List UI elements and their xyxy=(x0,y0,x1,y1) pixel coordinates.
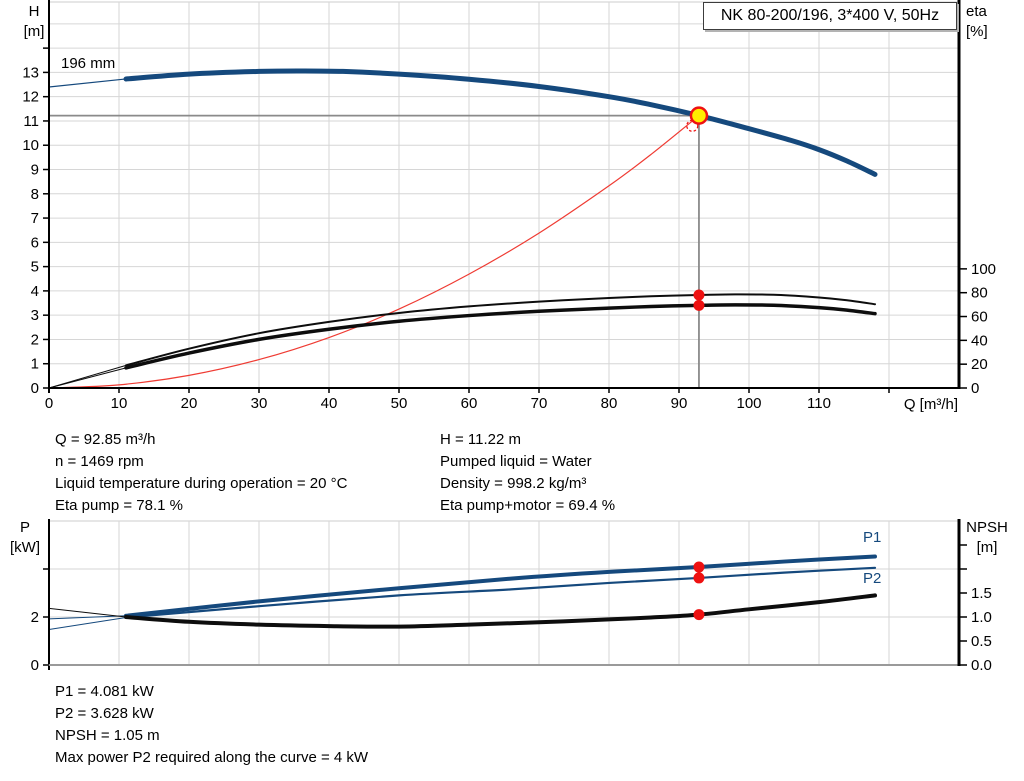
left-tick-label: 3 xyxy=(31,307,39,324)
npsh-axis-unit-line2: [m] xyxy=(976,539,998,556)
left-tick-label: 0 xyxy=(31,657,39,674)
info-npsh: NPSH = 1.05 m xyxy=(55,727,160,744)
duty-info-right: H = 11.22 m Pumped liquid = Water Densit… xyxy=(440,429,615,517)
h-axis-unit-line1: H xyxy=(28,3,40,20)
npsh-curve xyxy=(124,593,877,629)
x-tick-label: 80 xyxy=(601,395,618,412)
left-tick-label: 10 xyxy=(22,137,39,154)
duty-value-dot xyxy=(693,572,705,584)
duty-guides xyxy=(49,114,700,388)
info-density: Density = 998.2 kg/m³ xyxy=(440,475,587,492)
eta-pump-motor-thin-curve xyxy=(48,367,127,389)
x-tick-label: 30 xyxy=(251,395,268,412)
info-head: H = 11.22 m xyxy=(440,431,522,448)
pump-type-title-box: NK 80-200/196, 3*400 V, 50Hz xyxy=(703,2,957,30)
p2-thin-curve xyxy=(48,616,127,630)
x-tick-label: 20 xyxy=(181,395,198,412)
left-tick-label: 12 xyxy=(22,89,39,106)
left-tick-label: 0 xyxy=(31,380,39,397)
right-tick-label: 0 xyxy=(971,380,979,397)
qh-eta-chart-gridlines xyxy=(49,1,959,388)
x-tick-label: 60 xyxy=(461,395,478,412)
npsh-axis-unit: NPSH [m] xyxy=(960,518,1014,558)
p1-thin-curve xyxy=(48,615,127,620)
duty-value-dot xyxy=(693,609,705,621)
info-q: Q = 92.85 m³/h xyxy=(55,431,156,448)
duty-info-left: Q = 92.85 m³/h n = 1469 rpm Liquid tempe… xyxy=(55,429,347,517)
eta-pump-curve xyxy=(125,293,876,367)
left-tick-label: 5 xyxy=(31,259,39,276)
left-tick-label: 8 xyxy=(31,186,39,203)
x-tick-label: 10 xyxy=(111,395,128,412)
right-tick-label: 40 xyxy=(971,332,988,349)
left-tick-label: 7 xyxy=(31,210,39,227)
right-tick-label: 1.0 xyxy=(971,609,992,626)
q-axis-label: Q [m³/h] xyxy=(903,396,958,413)
left-tick-label: 6 xyxy=(31,234,39,251)
qh-curve xyxy=(123,68,878,177)
p1-curve-label: P1 xyxy=(863,529,882,546)
p2-curve-label: P2 xyxy=(863,570,882,587)
info-p1: P1 = 4.081 kW xyxy=(55,683,154,700)
left-tick-label: 2 xyxy=(31,609,39,626)
x-tick-label: 40 xyxy=(321,395,338,412)
eta-axis-unit-line1: eta xyxy=(966,3,987,20)
p1-curve xyxy=(124,554,877,618)
info-liquid-temp: Liquid temperature during operation = 20… xyxy=(55,475,348,492)
npsh-thin-curve xyxy=(48,607,127,618)
x-tick-label: 100 xyxy=(736,395,761,412)
impeller-diameter-label: 196 mm xyxy=(61,55,116,72)
info-pumped-liquid: Pumped liquid = Water xyxy=(440,453,592,470)
info-max-power: Max power P2 required along the curve = … xyxy=(55,749,369,766)
x-tick-label: 50 xyxy=(391,395,408,412)
p-axis-unit-line2: [kW] xyxy=(10,539,40,556)
duty-value-dot xyxy=(693,561,705,573)
power-npsh-chart-gridlines xyxy=(49,520,959,665)
p-axis-unit: P [kW] xyxy=(4,518,46,558)
eta-axis-unit-line2: [%] xyxy=(966,23,988,40)
system-curve-curve xyxy=(48,115,700,389)
left-tick-label: 11 xyxy=(23,113,39,130)
left-tick-label: 13 xyxy=(22,64,39,81)
left-tick-label: 9 xyxy=(31,162,39,179)
info-eta-pump: Eta pump = 78.1 % xyxy=(55,497,183,514)
x-tick-label: 70 xyxy=(531,395,548,412)
x-tick-label: 90 xyxy=(671,395,688,412)
right-tick-label: 0.0 xyxy=(971,657,992,674)
info-speed: n = 1469 rpm xyxy=(55,453,144,470)
power-info: P1 = 4.081 kW P2 = 3.628 kW NPSH = 1.05 … xyxy=(55,681,368,769)
p-axis-unit-line1: P xyxy=(19,519,30,536)
eta-pump-motor-curve xyxy=(124,303,877,370)
qh-thin-curve xyxy=(48,78,127,88)
duty-value-dot xyxy=(693,289,705,301)
npsh-axis-unit-line1: NPSH xyxy=(966,519,1008,536)
power-npsh-chart: 0 2 0.0 0.5 1.0 1.5 xyxy=(31,519,992,674)
p2-curve xyxy=(124,566,877,619)
info-p2: P2 = 3.628 kW xyxy=(55,705,154,722)
duty-point-marker[interactable] xyxy=(689,106,709,125)
right-tick-label: 60 xyxy=(971,309,988,326)
right-tick-label: 0.5 xyxy=(971,633,992,650)
info-eta-pump-motor: Eta pump+motor = 69.4 % xyxy=(440,497,616,514)
duty-value-dot xyxy=(693,299,705,311)
x-tick-label: 0 xyxy=(45,395,53,412)
eta-axis-unit: eta [%] xyxy=(966,2,1006,42)
left-tick-label: 1 xyxy=(31,356,39,373)
right-tick-label: 100 xyxy=(971,261,996,278)
right-tick-label: 80 xyxy=(971,285,988,302)
right-tick-label: 1.5 xyxy=(971,585,992,602)
h-axis-unit: H [m] xyxy=(18,2,50,42)
h-axis-unit-line2: [m] xyxy=(23,23,45,40)
left-tick-label: 2 xyxy=(31,331,39,348)
right-tick-label: 20 xyxy=(971,356,988,373)
left-tick-label: 4 xyxy=(31,283,39,300)
x-tick-label: 110 xyxy=(807,395,831,412)
